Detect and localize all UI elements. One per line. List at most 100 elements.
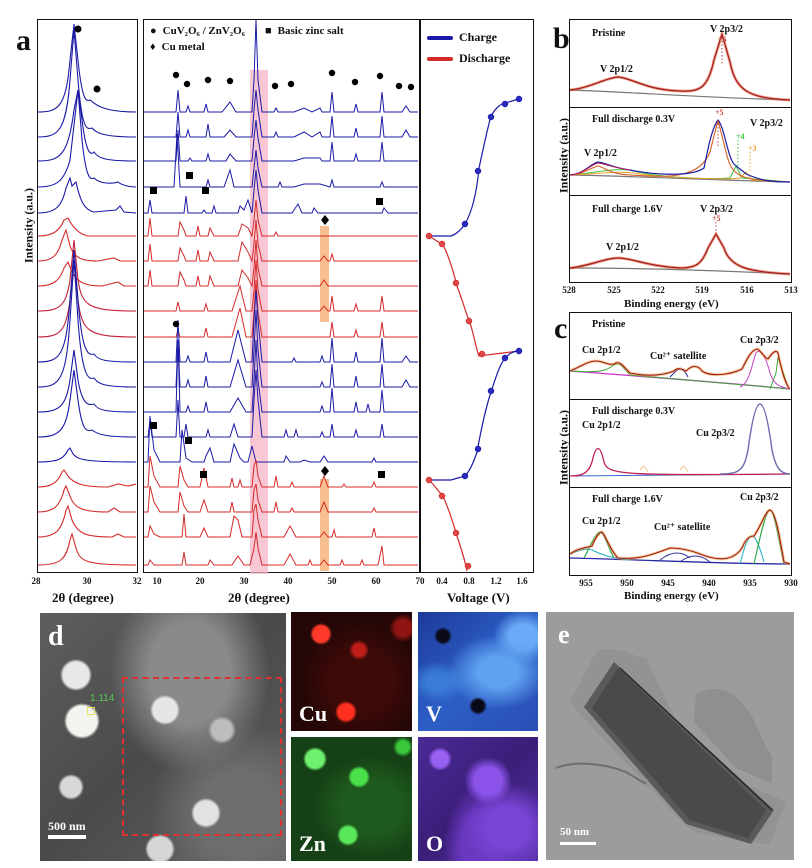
panel-e-letter: e (558, 620, 570, 649)
subplot-title: Pristine (592, 28, 626, 39)
diamond-marker-icon: ♦ (150, 41, 156, 53)
zoom-tick: 30 (82, 576, 92, 586)
xps-cu-xlabel: Binding energy (eV) (624, 590, 719, 602)
scale-bar (48, 835, 86, 839)
voltage-curves (425, 95, 523, 571)
legend-label: Basic zinc salt (277, 25, 344, 37)
legend-item-cuv2o6: ● CuV₂O₆ / ZnV₂O₆ (150, 25, 245, 37)
analysis-region-box (122, 677, 282, 836)
subplot-title: Full discharge 0.3V (592, 114, 676, 125)
highlight-band-cu-metal (320, 226, 329, 322)
panel-a-letter: a (16, 24, 31, 57)
element-label: Cu (299, 701, 328, 726)
sem-image: d 1.114 500 nm (40, 613, 286, 861)
full-tick: 50 (327, 576, 337, 586)
v2p-xps-plot: Pristine V 2p1/2 V 2p3/2 +5 Full dischar… (569, 19, 792, 283)
highlight-band-cu-metal (320, 479, 329, 571)
full-tick: 10 (152, 576, 162, 586)
panel-c-letter: c (554, 312, 568, 345)
oxidation-state: +5 (718, 35, 727, 44)
oxidation-state: +4 (736, 132, 745, 141)
square-marker-icon: ■ (265, 25, 272, 37)
discharge-line-swatch (427, 56, 453, 61)
voltage-legend: Charge Discharge (427, 30, 510, 66)
annotation-label: 1.114 (90, 693, 115, 704)
panel-b-letter: b (553, 22, 570, 55)
peak-label: V 2p1/2 (584, 148, 617, 159)
xps-cu-charge: Full charge 1.6V Cu 2p1/2 Cu²⁺ satellite… (570, 487, 791, 574)
eds-map-o: O (418, 737, 538, 861)
peak-label: Cu²⁺ satellite (650, 351, 707, 362)
xps-v-discharge: Full discharge 0.3V V 2p1/2 V 2p3/2 +5 +… (570, 107, 791, 195)
phase-markers (150, 69, 415, 478)
xps-v-tick: 522 (651, 285, 665, 295)
voltage-tick: 1.6 (516, 576, 528, 586)
xps-cu-tick: 930 (784, 578, 798, 588)
peak-label: V 2p1/2 (606, 242, 639, 253)
peak-label: Cu 2p3/2 (740, 335, 779, 346)
xps-v-tick: 528 (562, 285, 576, 295)
peak-label: Cu 2p3/2 (740, 492, 779, 503)
voltage-xlabel: Voltage (V) (447, 590, 510, 605)
peak-label: V 2p1/2 (600, 64, 633, 75)
xps-v-pristine: Pristine V 2p1/2 V 2p3/2 +5 (570, 20, 790, 107)
nanorod-shape (555, 649, 786, 844)
voltage-data-points (425, 95, 523, 570)
legend-label: CuV₂O₆ / ZnV₂O₆ (162, 25, 245, 37)
xps-v-tick: 513 (784, 285, 798, 295)
eds-map-cu: Cu (291, 612, 412, 731)
panel-d-letter: d (48, 621, 64, 652)
full-tick: 40 (283, 576, 293, 586)
legend-item-discharge: Discharge (427, 51, 510, 66)
peak-label: Cu 2p1/2 (582, 345, 621, 356)
peak-label: V 2p3/2 (710, 24, 743, 35)
full-tick: 60 (371, 576, 381, 586)
full-tick: 30 (239, 576, 249, 586)
peak-label: Cu 2p1/2 (582, 420, 621, 431)
point-marker (87, 707, 95, 715)
xps-v-tick: 519 (695, 285, 709, 295)
legend-item-charge: Charge (427, 30, 510, 45)
legend-item-cu-metal: ♦ Cu metal (150, 41, 205, 53)
xrd-full-traces (144, 20, 418, 566)
xrd-zoom-plot (37, 19, 138, 573)
xps-cu-tick: 955 (579, 578, 593, 588)
oxidation-state: +5 (715, 108, 724, 117)
full-tick: 70 (415, 576, 425, 586)
legend-label: Cu metal (161, 41, 205, 53)
xrd-full-plot: ● CuV₂O₆ / ZnV₂O₆ ♦ Cu metal ■ Basic zin… (143, 19, 420, 574)
xps-v-tick: 525 (607, 285, 621, 295)
subplot-title: Pristine (592, 319, 626, 330)
xps-v-xlabel: Binding energy (eV) (624, 298, 719, 310)
xps-v-charge: Full charge 1.6V V 2p1/2 V 2p3/2 +5 (570, 195, 791, 281)
phase-marker-circle (93, 85, 101, 93)
xps-cu-tick: 940 (702, 578, 716, 588)
legend-label: Discharge (459, 51, 511, 65)
zoom-tick: 32 (132, 576, 142, 586)
peak-label: Cu 2p3/2 (696, 428, 735, 439)
tem-image: e 50 nm (546, 612, 794, 860)
xrd-zoom-traces (38, 23, 136, 566)
highlight-band-30deg (250, 70, 268, 574)
subplot-title: Full charge 1.6V (592, 204, 663, 215)
zoom-xlabel: 2θ (degree) (52, 590, 114, 605)
voltage-tick: 1.2 (490, 576, 502, 586)
voltage-tick: 0.4 (436, 576, 448, 586)
legend-item-basic-zinc-salt: ■ Basic zinc salt (265, 25, 344, 37)
subplot-title: Full charge 1.6V (592, 494, 663, 505)
subplot-title: Full discharge 0.3V (592, 406, 676, 417)
phase-marker-circle (74, 25, 82, 33)
cu2p-xps-plot: Pristine Cu 2p1/2 Cu²⁺ satellite Cu 2p3/… (569, 312, 792, 576)
charge-line-swatch (427, 35, 453, 40)
voltage-tick: 0.8 (463, 576, 475, 586)
scale-bar-label: 50 nm (560, 826, 590, 838)
oxidation-state: +3 (748, 144, 757, 153)
legend-label: Charge (459, 30, 497, 44)
scale-bar-label: 500 nm (48, 819, 86, 833)
circle-marker-icon: ● (150, 25, 157, 37)
peak-label: Cu 2p1/2 (582, 516, 621, 527)
peak-label: V 2p3/2 (700, 204, 733, 215)
xps-cu-pristine: Pristine Cu 2p1/2 Cu²⁺ satellite Cu 2p3/… (570, 313, 790, 399)
xps-cu-tick: 950 (620, 578, 634, 588)
full-xlabel: 2θ (degree) (228, 590, 290, 605)
